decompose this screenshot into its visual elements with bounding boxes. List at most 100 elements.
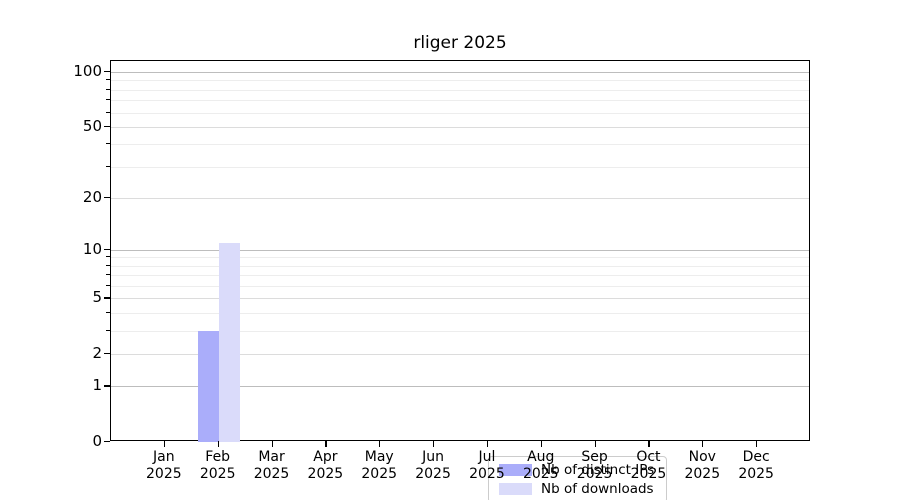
gridline-major <box>111 353 809 355</box>
gridline-minor <box>111 330 809 332</box>
x-tick-month: Mar <box>258 449 285 465</box>
x-tick-month: Apr <box>313 449 338 465</box>
x-tick-year: 2025 <box>307 466 344 482</box>
gridline-minor <box>111 286 809 288</box>
legend-row-distinct-ips: Nb of distinct IPs <box>499 462 654 478</box>
y-minor-tick-mark <box>106 165 110 167</box>
x-tick-label: Dec 2025 <box>724 449 788 483</box>
x-tick-year: 2025 <box>253 466 290 482</box>
y-tick-label: 50 <box>82 116 102 135</box>
gridline-major <box>111 72 809 74</box>
x-tick-year: 2025 <box>146 466 182 482</box>
x-tick-mark <box>594 441 596 447</box>
gridline-major <box>111 386 809 388</box>
gridline-minor <box>111 80 809 82</box>
legend-row-downloads: Nb of downloads <box>499 481 654 497</box>
legend-swatch-distinct-ips-icon <box>499 464 532 476</box>
x-tick-mark <box>325 441 327 447</box>
x-tick-year: 2025 <box>199 466 236 482</box>
x-tick-mark <box>433 441 435 447</box>
gridline-minor <box>111 313 809 314</box>
x-tick-label: Jun 2025 <box>401 449 465 483</box>
x-tick-year: 2025 <box>522 466 559 482</box>
legend-label-downloads: Nb of downloads <box>541 481 654 497</box>
x-tick-year: 2025 <box>576 466 613 482</box>
y-tick-label: 10 <box>82 239 102 258</box>
gridline-minor <box>111 100 809 102</box>
y-tick-mark <box>104 196 110 199</box>
y-minor-tick-mark <box>106 88 110 90</box>
gridline-major <box>111 126 809 128</box>
y-tick-mark <box>104 71 110 73</box>
y-minor-tick-mark <box>106 143 110 145</box>
x-tick-mark <box>702 441 704 447</box>
gridline-minor <box>111 265 809 267</box>
x-tick-label: Oct 2025 <box>616 449 680 483</box>
x-tick-label: Mar 2025 <box>240 449 304 483</box>
legend-swatch-downloads-icon <box>499 483 532 495</box>
y-tick-label: 100 <box>73 62 102 81</box>
x-tick-year: 2025 <box>361 466 398 482</box>
x-tick-mark <box>217 441 219 447</box>
x-tick-year: 2025 <box>469 466 505 482</box>
y-tick-mark <box>104 248 110 250</box>
x-tick-year: 2025 <box>630 466 667 482</box>
x-tick-mark <box>756 441 758 447</box>
y-tick-mark <box>104 352 110 355</box>
bar-downloads <box>218 242 240 442</box>
y-tick-mark <box>104 385 110 387</box>
x-tick-year: 2025 <box>684 466 721 482</box>
y-tick-mark <box>104 441 110 443</box>
y-minor-tick-mark <box>106 99 110 101</box>
x-tick-month: Aug <box>527 449 555 465</box>
chart-title: rliger 2025 <box>413 33 507 53</box>
y-minor-tick-mark <box>106 312 110 313</box>
gridline-major <box>111 298 809 300</box>
y-minor-tick-mark <box>106 256 110 258</box>
y-tick-label: 1 <box>92 376 102 395</box>
y-tick-label: 20 <box>82 187 102 206</box>
y-minor-tick-mark <box>106 274 110 276</box>
gridline-major <box>111 249 809 251</box>
gridline-minor <box>111 112 809 114</box>
y-minor-tick-mark <box>106 264 110 266</box>
x-tick-label: Jul 2025 <box>455 449 519 483</box>
x-tick-label: Feb 2025 <box>186 449 250 483</box>
x-tick-month: Jan <box>153 449 175 465</box>
x-tick-label: Nov 2025 <box>670 449 734 483</box>
x-tick-label: Jan 2025 <box>132 449 196 483</box>
bar-distinct-ips <box>197 330 219 442</box>
y-minor-tick-mark <box>106 79 110 81</box>
x-tick-mark <box>648 441 650 447</box>
legend-label-distinct-ips: Nb of distinct IPs <box>541 462 655 478</box>
x-tick-month: Oct <box>636 449 661 465</box>
x-tick-mark <box>163 441 166 447</box>
x-tick-label: Aug 2025 <box>509 449 573 483</box>
legend: Nb of distinct IPs Nb of downloads <box>488 456 668 500</box>
y-minor-tick-mark <box>106 111 110 113</box>
x-tick-month: Feb <box>205 449 231 465</box>
plot-area: Nb of distinct IPs Nb of downloads <box>110 60 810 500</box>
gridline-minor <box>111 144 809 146</box>
x-tick-label: Apr 2025 <box>293 449 357 483</box>
x-tick-mark <box>540 441 542 447</box>
x-tick-mark <box>379 441 381 447</box>
gridline-minor <box>111 166 809 168</box>
y-tick-label: 2 <box>92 343 102 362</box>
x-tick-year: 2025 <box>415 466 451 482</box>
gridline-minor <box>111 89 809 91</box>
y-minor-tick-mark <box>106 329 110 331</box>
x-tick-month: May <box>364 449 394 465</box>
x-tick-month: Nov <box>688 449 716 465</box>
y-tick-label: 5 <box>92 288 102 307</box>
x-tick-label: Sep 2025 <box>563 449 627 483</box>
x-tick-mark <box>271 441 273 447</box>
x-tick-mark <box>486 441 489 447</box>
y-tick-mark <box>104 125 110 128</box>
gridline-minor <box>111 257 809 259</box>
y-minor-tick-mark <box>106 285 110 287</box>
y-tick-label: 0 <box>92 432 102 450</box>
x-tick-label: May 2025 <box>347 449 411 483</box>
x-tick-month: Jun <box>422 449 444 465</box>
